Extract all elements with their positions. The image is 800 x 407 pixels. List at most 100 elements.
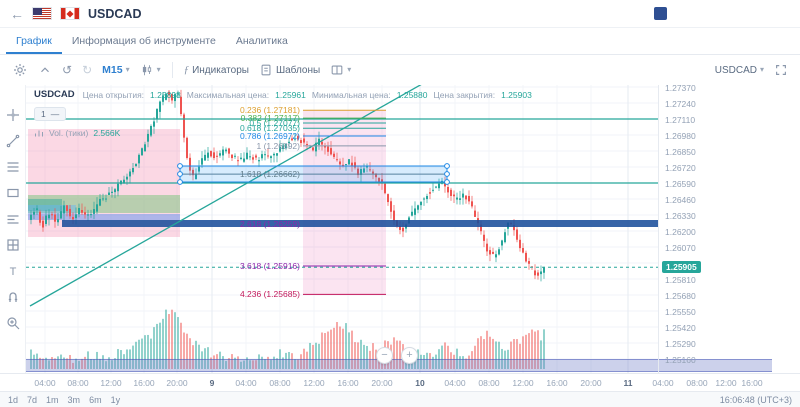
time-axis-label: 04:00 xyxy=(34,378,56,388)
price-axis-label: 1.26460 xyxy=(665,195,696,205)
indicator-chip[interactable]: 1 — xyxy=(34,107,67,121)
lines-icon xyxy=(7,215,18,224)
time-axis-label: 20:00 xyxy=(580,378,602,388)
magnet-icon xyxy=(8,292,17,302)
crosshair-icon xyxy=(6,109,19,121)
zoom-controls: − + xyxy=(376,347,418,364)
tab-analytics[interactable]: Аналитика xyxy=(235,35,288,47)
candlestick-icon xyxy=(142,64,151,76)
range-selector: 1d 7d 1m 3m 6m 1y xyxy=(8,395,120,405)
close-label: Цена закрытия: xyxy=(433,89,496,100)
price-axis-label: 1.26200 xyxy=(665,227,696,237)
range-button-3m[interactable]: 3m xyxy=(67,394,81,405)
time-axis[interactable]: 04:00 08:00 12:00 16:00 20:00 9 04:00 08:00 12:0… xyxy=(0,373,800,391)
price-axis-label: 1.25550 xyxy=(665,307,696,317)
indicator-chip-count: 1 xyxy=(41,109,46,119)
price-axis-label: 1.27110 xyxy=(665,115,696,125)
templates-label: Шаблоны xyxy=(275,64,321,76)
us-flag-icon xyxy=(32,7,52,20)
time-axis-label: 04:00 xyxy=(652,378,674,388)
time-axis-label: 16:00 xyxy=(741,378,763,388)
trendline-tool[interactable] xyxy=(5,133,21,149)
gear-icon xyxy=(14,64,26,76)
time-axis-label: 04:00 xyxy=(444,378,466,388)
settings-button[interactable] xyxy=(8,59,32,81)
undo-icon: ↺ xyxy=(62,63,73,77)
price-axis[interactable]: 1.27370 1.27240 1.27110 1.26980 1.26850 1.267… xyxy=(658,85,800,373)
price-axis-label: 1.26980 xyxy=(665,131,696,141)
redo-button[interactable]: ↻ xyxy=(78,61,96,79)
undo-button[interactable]: ↺ xyxy=(58,61,76,79)
zoom-tool[interactable] xyxy=(5,315,21,331)
close-value: 1.25903 xyxy=(501,89,532,100)
time-axis-label: 16:00 xyxy=(546,378,568,388)
volume-legend: Vol. (тики) 2.566K xyxy=(34,128,120,138)
zoom-out-button[interactable]: − xyxy=(376,347,393,364)
range-button-6m[interactable]: 6m xyxy=(89,394,102,405)
canada-flag-icon xyxy=(60,7,80,20)
chart-canvas[interactable] xyxy=(26,85,658,373)
trendline-icon xyxy=(6,134,19,148)
price-axis-label: 1.25290 xyxy=(665,339,696,349)
horizontal-band-drawing[interactable] xyxy=(26,359,772,372)
time-axis-label: 20:00 xyxy=(371,378,393,388)
symbol-dropdown[interactable]: USDCAD ▾ xyxy=(711,62,768,79)
price-axis-label: 1.26070 xyxy=(665,243,696,253)
fullscreen-button[interactable] xyxy=(770,60,792,80)
high-label: Максимальная цена: xyxy=(186,89,270,100)
time-axis-label: 12:00 xyxy=(303,378,325,388)
chevron-down-icon: ▾ xyxy=(125,65,130,74)
time-axis-label: 08:00 xyxy=(67,378,89,388)
time-axis-day-label: 10 xyxy=(415,378,425,388)
volume-value: 2.566K xyxy=(93,128,121,138)
price-axis-label: 1.25680 xyxy=(665,291,696,301)
app-header: ← USDCAD xyxy=(0,0,800,28)
shapes-tool[interactable] xyxy=(5,185,21,201)
magnet-tool[interactable] xyxy=(5,289,21,305)
tab-bar: График Информация об инструменте Аналити… xyxy=(0,28,800,55)
time-axis-label: 08:00 xyxy=(686,378,708,388)
zoom-in-button[interactable]: + xyxy=(401,347,418,364)
symbol-title: USDCAD xyxy=(88,6,142,21)
status-bar: 1d 7d 1m 3m 6m 1y 16:06:48 (UTC+3) xyxy=(0,391,800,407)
time-axis-label: 12:00 xyxy=(100,378,122,388)
collapse-toolbar-button[interactable] xyxy=(34,60,56,80)
time-axis-label: 16:00 xyxy=(133,378,155,388)
volume-icon xyxy=(35,130,43,137)
fibonacci-icon xyxy=(7,162,18,172)
time-axis-label: 12:00 xyxy=(512,378,534,388)
text-icon: T xyxy=(9,266,16,278)
price-axis-label: 1.27240 xyxy=(665,99,696,109)
time-axis-label: 16:00 xyxy=(337,378,359,388)
range-button-1d[interactable]: 1d xyxy=(8,394,19,405)
low-label: Минимальная цена: xyxy=(311,89,391,100)
panel-button[interactable] xyxy=(654,7,667,20)
tab-chart[interactable]: График xyxy=(6,28,62,54)
time-axis-label: 04:00 xyxy=(235,378,257,388)
chevron-down-icon: ▾ xyxy=(759,65,764,74)
text-tool[interactable]: T xyxy=(5,263,21,279)
crosshair-tool[interactable] xyxy=(5,107,21,123)
chart-type-dropdown[interactable]: ▾ xyxy=(136,60,165,80)
levels-tool[interactable] xyxy=(5,211,21,227)
volume-label: Vol. (тики) xyxy=(49,128,89,138)
chevron-up-icon xyxy=(41,67,49,73)
price-axis-label: 1.25810 xyxy=(665,275,696,285)
tab-instrument-info[interactable]: Информация об инструменте xyxy=(71,35,216,47)
grid-tool[interactable] xyxy=(5,237,21,253)
price-axis-label: 1.26720 xyxy=(665,163,696,173)
indicators-button[interactable]: ƒ Индикаторы xyxy=(180,61,253,79)
templates-button[interactable]: Шаблоны xyxy=(255,60,324,80)
price-axis-label: 1.27370 xyxy=(665,85,696,93)
timeframe-dropdown[interactable]: M15 ▾ xyxy=(98,61,133,79)
fibonacci-tool[interactable] xyxy=(5,159,21,175)
range-button-1y[interactable]: 1y xyxy=(110,394,121,405)
price-axis-label: 1.25420 xyxy=(665,323,696,333)
layout-dropdown[interactable]: ▾ xyxy=(326,60,355,80)
price-axis-label: 1.26330 xyxy=(665,211,696,221)
range-button-7d[interactable]: 7d xyxy=(27,394,38,405)
range-button-1m[interactable]: 1m xyxy=(46,394,59,405)
current-price-badge: 1.25905 xyxy=(662,261,701,274)
back-arrow-icon[interactable]: ← xyxy=(10,5,24,22)
